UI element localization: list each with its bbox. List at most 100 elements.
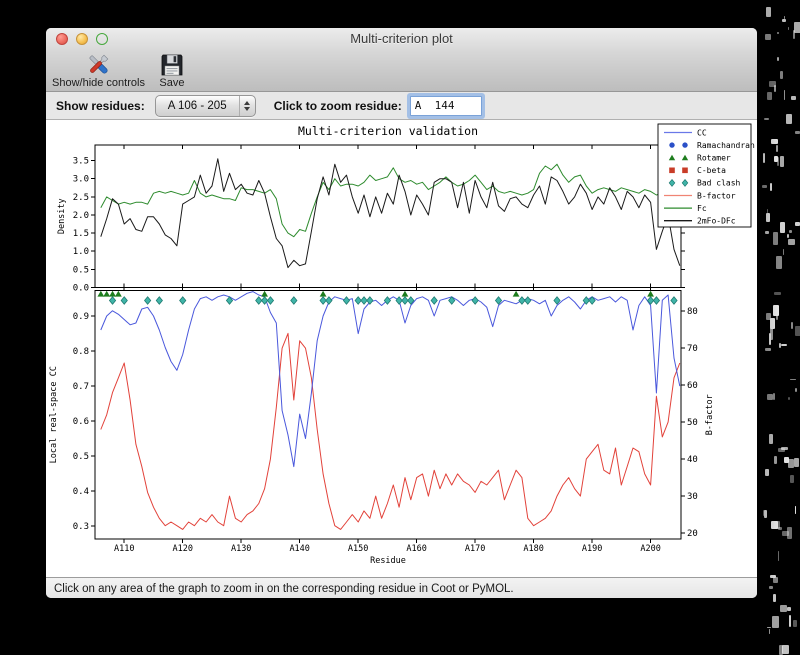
save-icon — [159, 51, 185, 78]
zoom-residue-input[interactable] — [409, 95, 482, 116]
residue-range-select[interactable]: A 106 - 205 — [154, 94, 256, 117]
rotamer-marker — [401, 290, 409, 297]
status-text: Click on any area of the graph to zoom i… — [54, 583, 514, 595]
bad-clash-marker — [407, 296, 415, 305]
legend-label: Ramachandran — [697, 141, 755, 150]
bad-clash-marker — [646, 296, 655, 305]
svg-text:0.6: 0.6 — [73, 417, 89, 427]
bad-clash-marker — [471, 296, 479, 305]
cc-line — [100, 291, 681, 468]
plot-title: Multi-criterion validation — [298, 124, 478, 138]
plot-legend: CC Ramachandran Rotamer C-beta Bad clash B-fa… — [657, 123, 755, 228]
svg-text:20: 20 — [687, 529, 698, 539]
bad-clash-marker — [430, 296, 438, 305]
plot-frame-and-ticks — [91, 144, 685, 543]
x-axis-label: Residue — [370, 556, 406, 566]
bad-clash-marker — [652, 296, 661, 305]
bad-clash-marker — [395, 296, 403, 305]
rotamer-marker — [512, 290, 520, 297]
rotamer-marker — [103, 290, 111, 297]
svg-text:A160: A160 — [406, 544, 426, 554]
title-bar[interactable]: Multi-criterion plot — [46, 28, 757, 50]
bad-clash-marker — [260, 296, 269, 305]
legend-label: CC — [697, 128, 707, 137]
controls-bar: Show residues: A 106 - 205 Click to zoom… — [46, 92, 757, 120]
cc-tick-labels: 0.3 0.4 0.5 0.6 0.7 0.8 0.9 — [73, 312, 89, 532]
bad-clash-marker — [360, 296, 368, 305]
rotamer-marker — [97, 290, 105, 297]
svg-text:A200: A200 — [640, 544, 660, 554]
rotamer-marker — [114, 290, 122, 297]
bad-clash-marker — [383, 296, 392, 305]
svg-text:A110: A110 — [114, 544, 134, 554]
show-residues-label: Show residues: — [56, 98, 145, 113]
legend-label: 2mFo-DFc — [697, 217, 736, 226]
toolbar-button-label: Show/hide controls — [52, 77, 145, 89]
plot-figure: A110 A120 A130 A140 A150 A160 A170 A180 A190 A200… — [46, 120, 757, 577]
bad-clash-marker — [448, 296, 456, 305]
screen-noise — [760, 0, 800, 655]
cc-axis-label: Local real-space CC — [49, 366, 59, 463]
svg-text:A120: A120 — [172, 544, 192, 554]
close-button[interactable] — [56, 33, 68, 45]
bad-clash-marker — [144, 296, 152, 305]
svg-text:0.5: 0.5 — [73, 265, 89, 275]
svg-text:2.5: 2.5 — [73, 193, 89, 203]
b-factor-axis-label: B-factor — [705, 394, 715, 435]
svg-text:40: 40 — [687, 455, 698, 465]
legend-label: Bad clash — [697, 179, 741, 188]
legend-label: B-factor — [697, 191, 736, 200]
toolbar-button-label: Save — [159, 77, 185, 89]
bad-clash-marker — [325, 296, 333, 305]
bad-clash-marker — [588, 296, 596, 305]
bad-clash-marker — [179, 296, 187, 305]
show-hide-controls-button[interactable]: Show/hide controls — [52, 51, 145, 89]
outlier-markers — [97, 290, 678, 305]
svg-text:0.9: 0.9 — [73, 312, 89, 322]
svg-text:A170: A170 — [465, 544, 485, 554]
svg-text:60: 60 — [687, 381, 698, 391]
rotamer-marker — [109, 290, 116, 297]
app-window: Multi-criterion plot — [46, 28, 757, 598]
minimize-button[interactable] — [76, 33, 88, 45]
svg-text:0.5: 0.5 — [73, 452, 89, 462]
bad-clash-marker — [225, 296, 234, 305]
bad-clash-marker — [401, 296, 409, 305]
density-tick-labels: 0.0 0.5 1.0 1.5 2.0 2.5 3.0 3.5 — [73, 157, 89, 294]
svg-text:0.0: 0.0 — [73, 284, 89, 294]
multi-criterion-plot[interactable]: A110 A120 A130 A140 A150 A160 A170 A180 A190 A200… — [46, 120, 757, 577]
bad-clash-marker — [266, 296, 275, 305]
svg-text:30: 30 — [687, 492, 698, 502]
bad-clash-marker — [582, 296, 590, 305]
svg-text:A150: A150 — [348, 544, 368, 554]
zoom-residue-label: Click to zoom residue: — [273, 98, 402, 113]
b-factor-line — [100, 332, 681, 530]
svg-text:A140: A140 — [289, 544, 309, 554]
svg-text:2.0: 2.0 — [73, 211, 89, 221]
save-button[interactable]: Save — [159, 51, 185, 89]
density-axis-label: Density — [57, 198, 67, 234]
svg-text:0.3: 0.3 — [73, 522, 89, 532]
status-bar: Click on any area of the graph to zoom i… — [46, 577, 757, 598]
svg-text:50: 50 — [687, 418, 698, 428]
svg-text:A180: A180 — [523, 544, 543, 554]
plot-series — [100, 158, 681, 530]
bad-clash-marker — [494, 296, 503, 305]
bad-clash-marker — [120, 296, 128, 305]
svg-text:1.5: 1.5 — [73, 229, 89, 239]
bad-clash-marker — [553, 296, 561, 305]
fc-line — [100, 163, 681, 238]
maximize-button[interactable] — [96, 33, 108, 45]
svg-text:3.5: 3.5 — [73, 157, 89, 167]
bad-clash-marker — [290, 296, 298, 305]
svg-text:80: 80 — [687, 307, 698, 317]
rotamer-marker — [261, 290, 269, 297]
bad-clash-marker — [155, 296, 163, 305]
tools-icon — [85, 51, 112, 78]
bad-clash-marker — [524, 296, 532, 305]
bad-clash-marker — [255, 296, 263, 305]
bad-clash-marker — [354, 296, 362, 305]
svg-text:0.4: 0.4 — [73, 487, 89, 497]
bad-clash-marker — [366, 296, 374, 305]
